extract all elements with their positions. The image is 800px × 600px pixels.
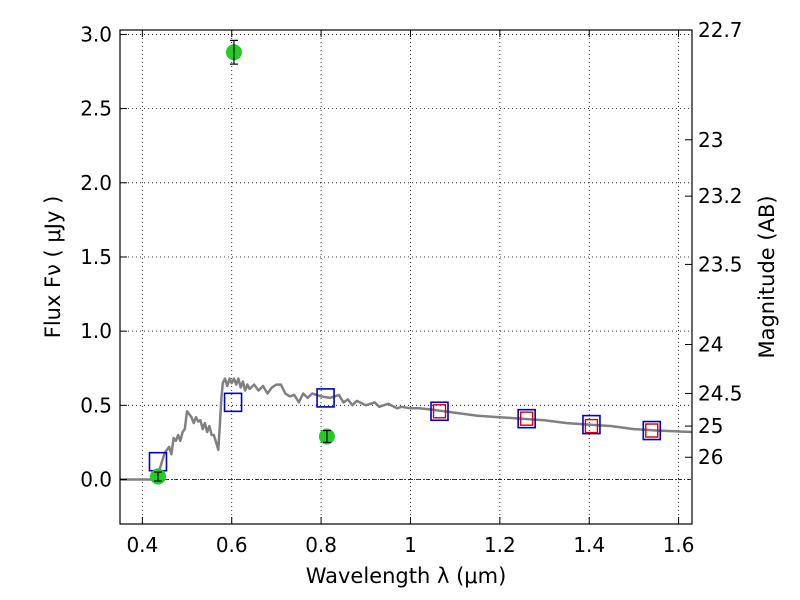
x-axis-label: Wavelength λ (μm) (306, 564, 507, 588)
y-tick-label: 3.0 (80, 22, 112, 46)
x-tick-label: 1 (404, 533, 417, 557)
y2-tick-label: 23.5 (698, 252, 743, 276)
y2-tick-label: 26 (698, 445, 723, 469)
model-photometry-marker (316, 388, 335, 408)
filter-model-marker (645, 423, 659, 438)
filter-model-marker (432, 404, 447, 419)
grid-lines (120, 30, 692, 524)
y2-tick-label: 22.7 (698, 18, 743, 42)
y-tick-label: 0.0 (80, 467, 112, 491)
x-axis-ticks: 0.4 0.6 0.8 1 1.2 1.4 1.6 (126, 30, 695, 557)
x-tick-label: 1.2 (484, 533, 516, 557)
model-photometry-marker (642, 420, 662, 441)
x-tick-label: 1.4 (573, 533, 605, 557)
y-tick-label: 2.5 (80, 97, 112, 121)
model-photometry-marker (430, 401, 449, 422)
y2-tick-label: 24.5 (698, 381, 743, 405)
model-photometry-marker (582, 414, 601, 435)
y2-tick-label: 25 (698, 414, 723, 438)
y2-axis-ticks: 22.7 23 23.2 23.5 24 24.5 25 26 (685, 18, 743, 469)
y-tick-label: 1.0 (80, 319, 112, 343)
y-axis-ticks: 0.0 0.5 1.0 1.5 2.0 2.5 3.0 (80, 22, 127, 491)
x-tick-label: 1.6 (663, 533, 695, 557)
filter-model-marker (519, 411, 534, 426)
y-tick-label: 2.0 (80, 171, 112, 195)
filter-model-marker (584, 418, 599, 434)
y-axis-label: Flux Fν ( μJy ) (41, 196, 65, 339)
x-tick-label: 0.4 (126, 533, 158, 557)
x-tick-label: 0.8 (305, 533, 337, 557)
x-tick-label: 0.6 (216, 533, 248, 557)
model-photometry-marker (223, 392, 243, 413)
y2-axis-label: Magnitude (AB) (755, 195, 779, 358)
data-markers (148, 39, 662, 485)
y2-tick-label: 24 (698, 332, 723, 356)
y2-tick-label: 23 (698, 128, 723, 152)
y2-tick-label: 23.2 (698, 184, 743, 208)
y-tick-label: 1.5 (80, 245, 112, 269)
model-photometry-marker (517, 408, 536, 429)
y-tick-label: 0.5 (80, 393, 112, 417)
plot-frame (119, 29, 693, 525)
model-spectrum-series (120, 377, 692, 481)
model-spectrum-line (120, 377, 692, 481)
